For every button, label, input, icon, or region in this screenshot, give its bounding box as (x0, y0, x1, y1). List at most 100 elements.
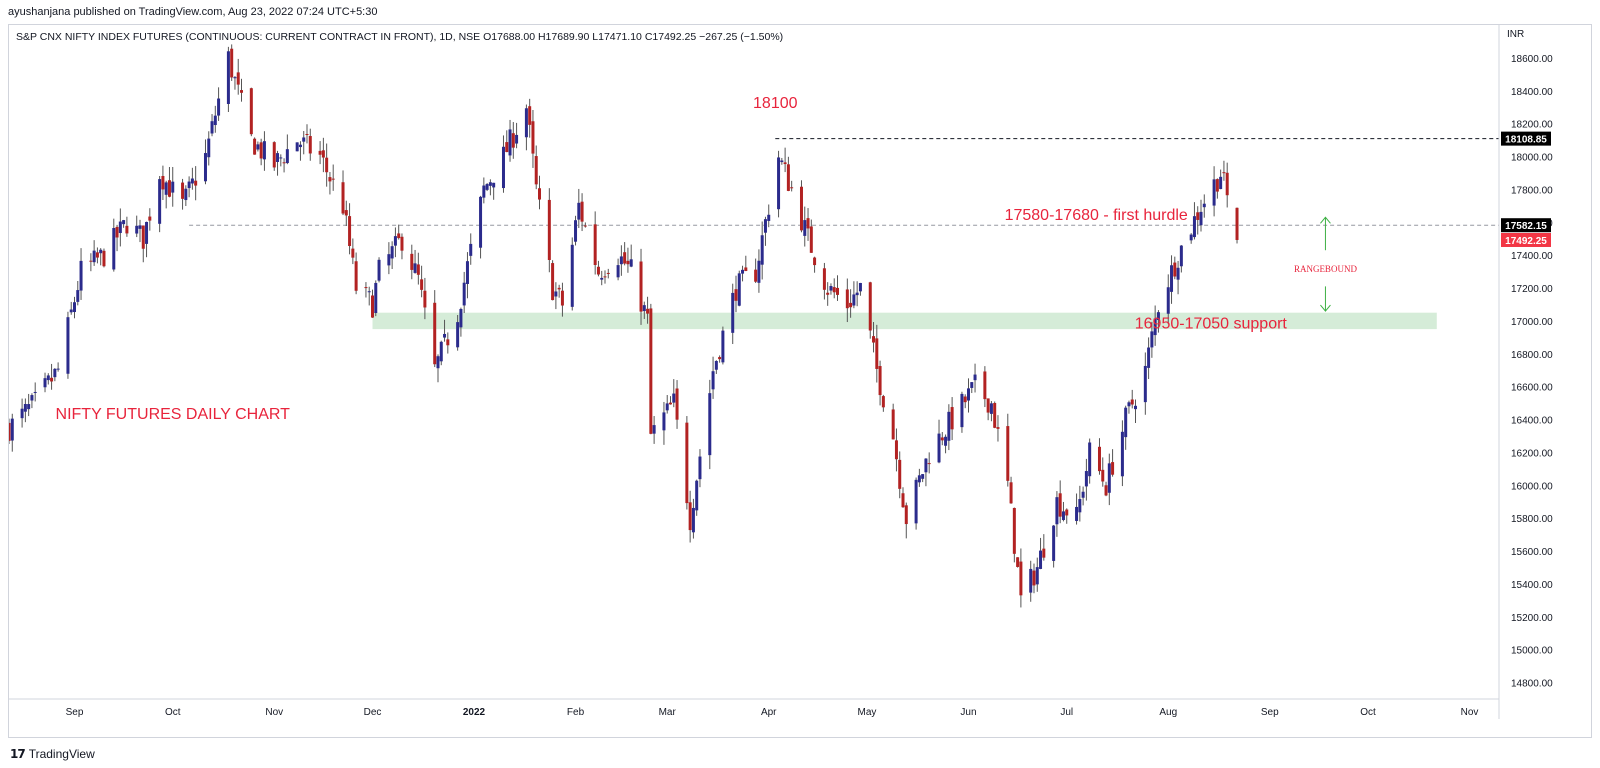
candle-body (1235, 207, 1239, 240)
candle-body (813, 257, 817, 266)
candle-body (1153, 318, 1157, 336)
candle-body (387, 254, 391, 266)
candle-body (1147, 347, 1151, 368)
arrow-head-0 (1320, 216, 1331, 224)
candle-body (213, 115, 217, 126)
candle-body (370, 295, 374, 318)
candle-body (30, 395, 34, 401)
candle-body (469, 243, 473, 256)
candle-body (891, 409, 895, 440)
candle-body (966, 388, 970, 401)
candle-body (423, 290, 427, 308)
candle-body (619, 256, 623, 265)
candle-body (881, 396, 885, 408)
candle-body (1173, 262, 1177, 277)
candle-body (479, 196, 483, 248)
footer-brand[interactable]: 17 TradingView (10, 747, 95, 761)
candle-body (1058, 493, 1062, 517)
candle-body (285, 149, 289, 164)
candle-body (551, 263, 555, 301)
candle-body (1199, 211, 1203, 226)
candle-body (1065, 509, 1069, 516)
x-tick-label: Dec (364, 707, 382, 718)
candle-body (688, 502, 692, 531)
candles-layer (9, 44, 1239, 608)
y-tick-label: 17200.00 (1511, 284, 1553, 295)
candle-body (1130, 399, 1134, 405)
x-tick-label: 2022 (463, 707, 486, 718)
annotation-4: RANGEBOUND (1294, 264, 1358, 274)
candle-body (1061, 511, 1065, 521)
candle-body (439, 341, 443, 362)
y-tick-label: 15400.00 (1511, 580, 1553, 591)
price-chart[interactable]: 18100 17580-17680 - first hurdle 16950-170… (9, 25, 1591, 737)
candle-body (1075, 506, 1079, 521)
x-tick-label: Jul (1060, 707, 1073, 718)
candle-body (43, 378, 47, 388)
candle-body (1097, 446, 1101, 472)
candle-body (341, 182, 345, 214)
price-axis: INR 14800.00 15000.00 15200.00 15400.00 15600… (1498, 25, 1553, 719)
candle-body (95, 252, 99, 258)
candle-body (642, 305, 646, 312)
candle-body (240, 90, 244, 93)
candle-body (855, 292, 859, 296)
candle-body (803, 220, 807, 236)
candle-body (763, 219, 767, 233)
candle-body (1212, 179, 1216, 206)
candle-body (443, 333, 447, 338)
y-tick-label: 16000.00 (1511, 481, 1553, 492)
candle-body (256, 144, 260, 150)
candle-body (665, 403, 669, 411)
candle-body (554, 291, 558, 297)
candle-body (695, 480, 699, 511)
candle-body (767, 214, 771, 221)
candle-body (148, 216, 152, 221)
candle-body (836, 287, 840, 295)
candle-body (1150, 331, 1154, 348)
candle-body (298, 144, 302, 148)
x-tick-label: Mar (659, 707, 677, 718)
candle-body (809, 226, 813, 253)
candle-body (1052, 525, 1056, 561)
candle-body (171, 181, 175, 193)
candle-body (79, 260, 83, 291)
candle-body (1042, 548, 1046, 558)
candle-body (66, 317, 70, 374)
candle-body (318, 150, 322, 155)
candle-body (23, 404, 27, 412)
candle-body (731, 292, 735, 333)
candle-body (950, 407, 954, 430)
candle-body (194, 180, 198, 186)
candle-body (253, 138, 257, 155)
candle-body (940, 437, 944, 441)
publisher-line: ayushanjana published on TradingView.com… (8, 6, 378, 18)
candle-body (524, 108, 528, 138)
candle-body (734, 289, 738, 301)
candle-body (56, 368, 60, 370)
candle-body (832, 287, 836, 293)
candle-body (675, 388, 679, 420)
y-tick-label: 18400.00 (1511, 87, 1553, 98)
y-tick-label: 16800.00 (1511, 350, 1553, 361)
candle-body (436, 356, 440, 369)
candle-body (76, 290, 80, 302)
candle-body (184, 188, 188, 201)
candle-body (420, 279, 424, 290)
candle-body (593, 224, 597, 266)
annotation-2: 16950-17050 support (1135, 315, 1288, 332)
candle-body (462, 282, 466, 306)
candle-body (852, 294, 856, 306)
candle-body (485, 184, 489, 190)
y-tick-label: 18200.00 (1511, 120, 1553, 131)
annotation-0: 18100 (753, 95, 798, 112)
candle-body (698, 456, 702, 480)
candle-body (708, 393, 712, 456)
candle-body (236, 72, 240, 85)
y-tick-label: 17400.00 (1511, 251, 1553, 262)
candle-body (822, 268, 826, 290)
candle-body (744, 267, 748, 271)
time-axis: Sep Oct Nov Dec 2022 Feb Mar Apr May Jun Jul Aug Sep… (9, 698, 1499, 718)
candle-body (89, 260, 93, 262)
symbol-legend: S&P CNX NIFTY INDEX FUTURES (CONTINUOUS:… (16, 31, 784, 43)
